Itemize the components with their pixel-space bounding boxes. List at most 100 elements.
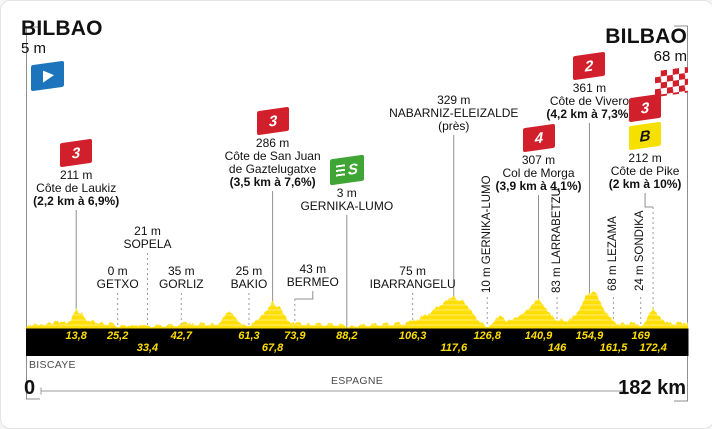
elevation-profile <box>26 291 688 329</box>
km-mark: 140,9 <box>524 329 553 342</box>
km-mark: 161,5 <box>599 341 628 354</box>
town-label-block: 43 m BERMEO <box>228 263 398 289</box>
climb-label-block: 4 307 m Col de Morga (3,9 km à 4,1%) <box>454 123 624 193</box>
km-mark: 61,3 <box>238 329 260 342</box>
marker-name: BAKIO <box>230 277 268 291</box>
climb-label-block: 3 286 m Côte de San Juan de Gaztelugatxe (3,… <box>188 106 358 189</box>
waypoint-vertical-label: 24 m SONDIKA <box>634 210 647 291</box>
km-mark: 73,9 <box>284 329 306 342</box>
waypoint-vertical-label: 68 m LEZAMA <box>606 216 619 291</box>
climb-gradient: (4,2 km à 7,3%) <box>546 107 633 121</box>
finish-bracket <box>674 25 688 402</box>
climb-gradient: (2 km à 10%) <box>608 177 682 191</box>
distance-bar <box>26 328 689 356</box>
marker-elevation: 25 m <box>235 264 263 278</box>
depart-flag-icon <box>31 60 64 92</box>
climb-gradient: (3,5 km à 7,6%) <box>229 175 316 189</box>
flag-glyph: S <box>347 159 358 179</box>
climb-label-block: 3 211 m Côte de Laukiz (2,2 km à 6,9%) <box>1 138 161 208</box>
town-label-block: 0 m GETXO <box>33 265 203 291</box>
climb-gradient: (3,9 km à 4,1%) <box>495 179 582 193</box>
marker-elevation: 43 m <box>299 262 327 276</box>
km-mark: 25,2 <box>106 329 129 342</box>
sprint-flag-icon: S <box>329 154 364 186</box>
km-mark: 169 <box>631 329 650 342</box>
start-city-block: BILBAO 5 m <box>21 17 103 57</box>
town-label-block: 329 m NABARNIZ-ELEIZALDE (près) <box>369 94 539 133</box>
finish-city-name: BILBAO <box>605 25 687 48</box>
marker-name: IBARRANGELU <box>369 277 456 291</box>
marker-name: NABARNIZ-ELEIZALDE <box>389 106 519 120</box>
marker-name: de Gaztelugatxe <box>228 162 317 176</box>
km-mark: 106,3 <box>398 329 427 342</box>
marker-name: GORLIZ <box>158 277 204 291</box>
marker-elevation: 211 m <box>59 168 93 182</box>
waypoint-vertical-label: 10 m GERNIKA-LUMO <box>480 175 493 293</box>
marker-name: Côte de Laukiz <box>36 181 117 195</box>
climb-label-block: 2 361 m Côte de Vivero (4,2 km à 7,3%) <box>504 51 674 121</box>
category-2-flag-icon: 2 <box>573 51 606 81</box>
category-3-flag-icon: 3 <box>256 106 289 136</box>
marker-elevation: 0 m <box>107 264 128 278</box>
marker-elevation: 3 m <box>336 186 357 200</box>
town-label-block: 21 m SOPELA <box>62 225 232 251</box>
marker-elevation: 75 m <box>399 264 426 278</box>
start-city-name: BILBAO <box>21 17 103 40</box>
bonus-flag-icon: B <box>629 121 662 151</box>
marker-elevation: 307 m <box>521 153 556 167</box>
flag-glyph: 3 <box>268 111 277 131</box>
elbow-connector <box>644 193 654 208</box>
km-mark: 172,4 <box>639 341 667 354</box>
marker-name: Col de Morga <box>502 166 575 180</box>
km-mark: 13,8 <box>65 329 87 342</box>
km-mark: 42,7 <box>170 329 193 342</box>
climb-label-block: S 3 m GERNIKA-LUMO <box>262 154 432 213</box>
marker-name: GETXO <box>96 277 139 291</box>
finish-city-elevation: 68 m <box>653 48 687 65</box>
waypoint-vertical-label: 83 m LARRABETZU <box>550 188 563 293</box>
flag-glyph: 2 <box>585 56 594 76</box>
marker-name: Côte de San Juan <box>224 149 321 163</box>
town-label-block: 25 m BAKIO <box>164 265 334 291</box>
km-mark: 154,9 <box>575 329 604 342</box>
marker-elevation: 35 m <box>167 264 195 278</box>
km-mark: 67,8 <box>261 341 284 354</box>
sprint-lines-icon <box>335 163 345 179</box>
category-3-flag-icon: 3 <box>629 93 662 123</box>
km-mark: 117,6 <box>440 341 468 354</box>
town-label-block: 75 m IBARRANGELU <box>328 265 498 291</box>
town-label-block: 35 m GORLIZ <box>96 265 266 291</box>
marker-elevation: 21 m <box>134 224 161 238</box>
end-km-label: 182 km <box>618 377 686 399</box>
climb-gradient: (2,2 km à 6,9%) <box>33 194 120 208</box>
marker-name: (près) <box>438 119 470 133</box>
marker-name: Côte de Pike <box>610 164 680 178</box>
flag-glyph: 4 <box>534 128 543 148</box>
km-mark: 126,8 <box>473 329 501 342</box>
marker-elevation: 212 m <box>628 151 662 165</box>
category-3-flag-icon: 3 <box>60 138 93 168</box>
elbow-connector <box>294 291 314 300</box>
km-mark: 33,4 <box>136 341 159 354</box>
marker-elevation: 361 m <box>572 81 607 95</box>
region-label: BISCAYE <box>29 359 76 371</box>
marker-elevation: 286 m <box>255 136 290 150</box>
marker-name: Côte de Vivero <box>549 94 629 108</box>
depart-triangle-icon <box>43 69 54 83</box>
flag-glyph: 3 <box>72 143 81 163</box>
country-label: ESPAGNE <box>330 375 384 387</box>
finish-city-block: BILBAO 68 m <box>605 25 687 65</box>
marker-name: SOPELA <box>123 237 172 251</box>
marker-elevation: 329 m <box>437 93 471 107</box>
km-mark: 88,2 <box>336 329 358 342</box>
km-mark: 146 <box>547 341 567 354</box>
marker-name: GERNIKA-LUMO <box>300 199 394 213</box>
start-city-elevation: 5 m <box>21 40 47 57</box>
start-km-label: 0 <box>24 377 36 399</box>
category-4-flag-icon: 4 <box>522 123 555 153</box>
climb-label-block: 3 B 212 m Côte de Pike (2 km à 10%) <box>560 93 712 191</box>
start-bracket <box>26 26 40 400</box>
marker-name: BERMEO <box>286 275 339 289</box>
